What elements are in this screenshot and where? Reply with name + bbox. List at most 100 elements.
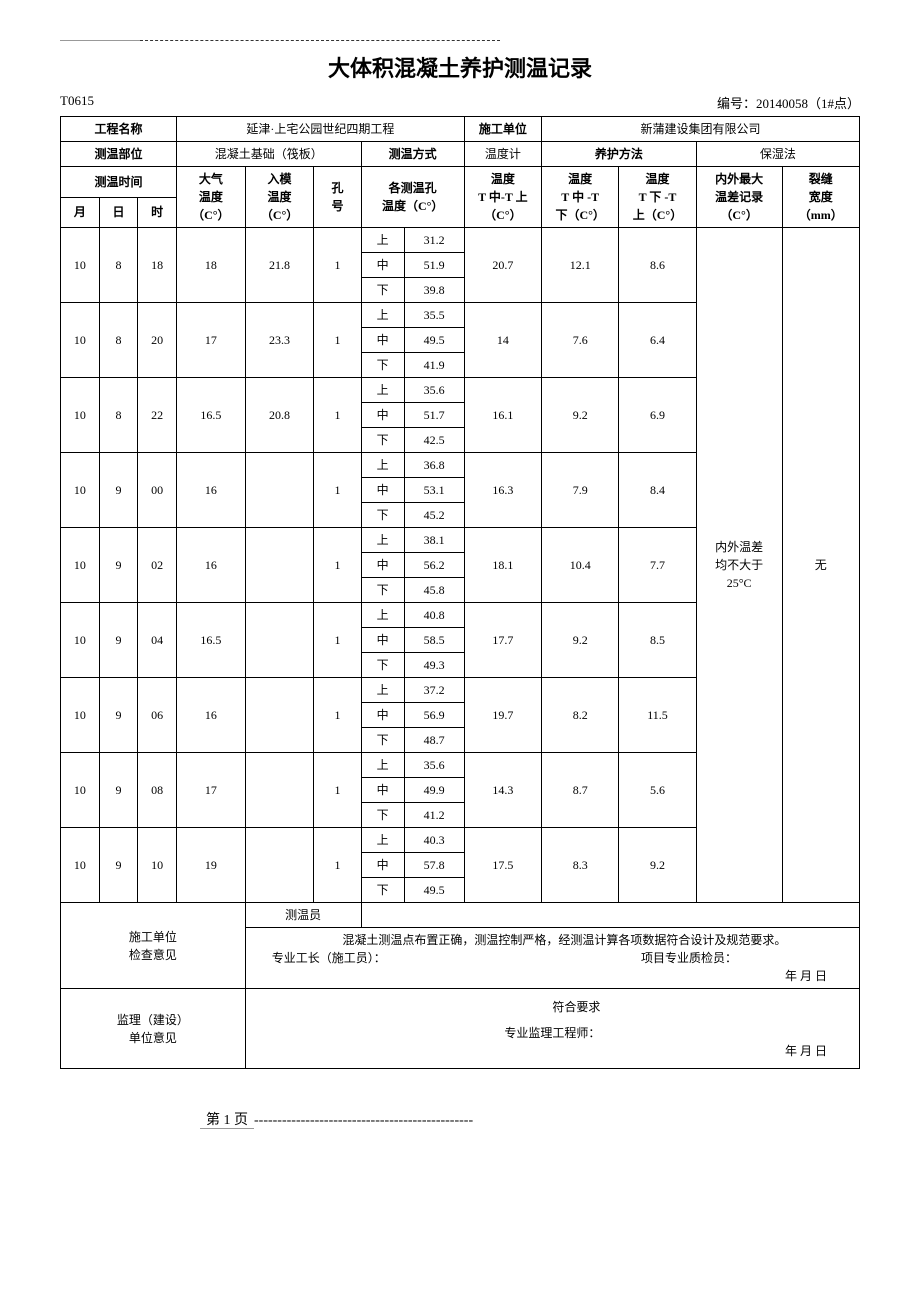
contractor-value: 新蒲建设集团有限公司 [542, 117, 860, 142]
pos-cell: 下 [361, 878, 404, 903]
supervisor-date: 年 月 日 [248, 1042, 857, 1060]
temp-cell: 42.5 [404, 428, 464, 453]
project-label: 工程名称 [61, 117, 177, 142]
air-temp-cell: 18 [176, 228, 245, 303]
foreman-label: 专业工长（施工员）： [248, 949, 386, 967]
d3-cell: 6.9 [619, 378, 696, 453]
temp-cell: 51.7 [404, 403, 464, 428]
temp-cell: 35.6 [404, 378, 464, 403]
temp-cell: 41.2 [404, 803, 464, 828]
d2-header: 温度 T 中 -T 下（C°） [542, 167, 619, 228]
mold-temp-cell [245, 528, 314, 603]
d3-cell: 11.5 [619, 678, 696, 753]
hole-no-cell: 1 [314, 228, 361, 303]
air-temp-header: 大气 温度 （C°） [176, 167, 245, 228]
d1-cell: 14.3 [464, 753, 541, 828]
month-header: 月 [61, 197, 100, 228]
day-cell: 8 [99, 303, 138, 378]
day-cell: 9 [99, 528, 138, 603]
hole-no-cell: 1 [314, 828, 361, 903]
hole-no-cell: 1 [314, 303, 361, 378]
temp-cell: 45.2 [404, 503, 464, 528]
temp-cell: 38.1 [404, 528, 464, 553]
month-cell: 10 [61, 753, 100, 828]
d3-cell: 8.6 [619, 228, 696, 303]
temp-cell: 40.3 [404, 828, 464, 853]
d3-cell: 8.5 [619, 603, 696, 678]
day-cell: 9 [99, 603, 138, 678]
supervisor-eng-label: 专业监理工程师： [248, 1024, 857, 1042]
d2-cell: 9.2 [542, 603, 619, 678]
location-value: 混凝土基础（筏板） [176, 142, 361, 167]
hole-no-cell: 1 [314, 753, 361, 828]
month-cell: 10 [61, 303, 100, 378]
day-cell: 9 [99, 453, 138, 528]
supervisor-opinion-row: 监理（建设） 单位意见 符合要求 专业监理工程师： 年 月 日 [61, 989, 860, 1069]
footer-page: 第 1 页 [200, 1113, 254, 1129]
d3-header: 温度 T 下 -T 上（C°） [619, 167, 696, 228]
temp-cell: 53.1 [404, 478, 464, 503]
pos-cell: 下 [361, 353, 404, 378]
hole-no-cell: 1 [314, 378, 361, 453]
hour-cell: 18 [138, 228, 177, 303]
doc-title: 大体积混凝土养护测温记录 [60, 51, 860, 83]
pos-cell: 上 [361, 228, 404, 253]
month-cell: 10 [61, 453, 100, 528]
pos-cell: 中 [361, 853, 404, 878]
air-temp-cell: 16 [176, 453, 245, 528]
pos-cell: 中 [361, 478, 404, 503]
air-temp-cell: 17 [176, 303, 245, 378]
hour-cell: 22 [138, 378, 177, 453]
curing-value: 保湿法 [696, 142, 859, 167]
month-cell: 10 [61, 378, 100, 453]
temp-cell: 49.9 [404, 778, 464, 803]
day-cell: 9 [99, 753, 138, 828]
pos-cell: 中 [361, 403, 404, 428]
recorder-row: 施工单位 检查意见 测温员 [61, 903, 860, 928]
pos-cell: 中 [361, 778, 404, 803]
d2-cell: 8.7 [542, 753, 619, 828]
mold-temp-cell: 21.8 [245, 228, 314, 303]
month-cell: 10 [61, 528, 100, 603]
main-table: 工程名称 延津·上宅公园世纪四期工程 施工单位 新蒲建设集团有限公司 测温部位 … [60, 116, 860, 1069]
air-temp-cell: 16 [176, 528, 245, 603]
hole-no-cell: 1 [314, 678, 361, 753]
temp-cell: 58.5 [404, 628, 464, 653]
air-temp-cell: 16.5 [176, 378, 245, 453]
d2-cell: 12.1 [542, 228, 619, 303]
d2-cell: 10.4 [542, 528, 619, 603]
temp-cell: 37.2 [404, 678, 464, 703]
temp-cell: 40.8 [404, 603, 464, 628]
pos-cell: 上 [361, 828, 404, 853]
month-cell: 10 [61, 828, 100, 903]
temp-cell: 39.8 [404, 278, 464, 303]
pos-cell: 下 [361, 728, 404, 753]
temp-cell: 57.8 [404, 853, 464, 878]
pos-cell: 下 [361, 578, 404, 603]
month-cell: 10 [61, 678, 100, 753]
contractor-opinion-label: 施工单位 检查意见 [61, 903, 246, 989]
d1-cell: 17.5 [464, 828, 541, 903]
mold-temp-cell [245, 753, 314, 828]
hour-cell: 00 [138, 453, 177, 528]
d2-cell: 7.6 [542, 303, 619, 378]
d1-cell: 16.3 [464, 453, 541, 528]
pos-cell: 下 [361, 428, 404, 453]
d1-cell: 16.1 [464, 378, 541, 453]
pos-cell: 上 [361, 753, 404, 778]
pos-cell: 上 [361, 453, 404, 478]
air-temp-cell: 17 [176, 753, 245, 828]
d1-cell: 17.7 [464, 603, 541, 678]
day-header: 日 [99, 197, 138, 228]
pos-cell: 下 [361, 503, 404, 528]
mold-temp-cell [245, 603, 314, 678]
info-row-1: 工程名称 延津·上宅公园世纪四期工程 施工单位 新蒲建设集团有限公司 [61, 117, 860, 142]
col-header-row-1: 测温时间 大气 温度 （C°） 入模 温度 （C°） 孔 号 各测温孔 温度（C… [61, 167, 860, 198]
maxdiff-header: 内外最大 温差记录 （C°） [696, 167, 782, 228]
d2-cell: 7.9 [542, 453, 619, 528]
pos-cell: 上 [361, 678, 404, 703]
supervisor-opinion-cell: 符合要求 专业监理工程师： 年 月 日 [245, 989, 859, 1069]
temp-cell: 35.5 [404, 303, 464, 328]
temp-cell: 36.8 [404, 453, 464, 478]
supervisor-opinion-label: 监理（建设） 单位意见 [61, 989, 246, 1069]
